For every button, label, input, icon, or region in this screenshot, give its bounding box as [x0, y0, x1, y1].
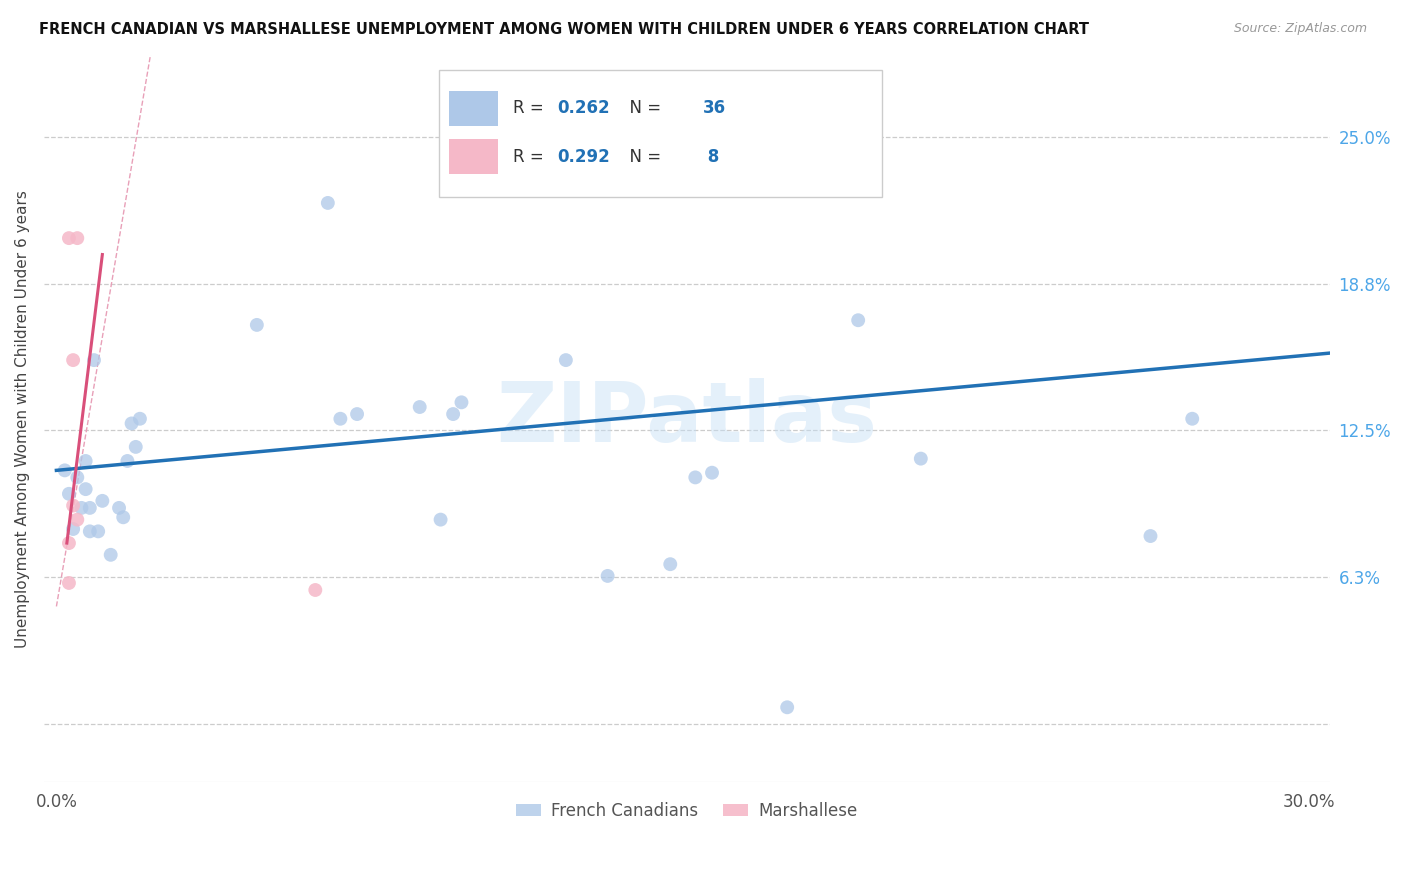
Point [713, 158, 735, 172]
Point [554, 353, 576, 368]
Text: 0.292: 0.292 [557, 148, 610, 166]
Text: ZIPatlas: ZIPatlas [496, 378, 877, 459]
Point [659, 558, 682, 572]
Point [75, 454, 97, 468]
Text: FRENCH CANADIAN VS MARSHALLESE UNEMPLOYMENT AMONG WOMEN WITH CHILDREN UNDER 6 YE: FRENCH CANADIAN VS MARSHALLESE UNEMPLOYM… [39, 22, 1090, 37]
Point [776, 700, 799, 714]
Legend: French Canadians, Marshallese: French Canadians, Marshallese [509, 795, 865, 826]
Point [87, 524, 110, 539]
Point [316, 196, 339, 211]
Point [596, 569, 619, 583]
Text: 0.262: 0.262 [557, 99, 610, 117]
Point [450, 395, 472, 409]
Bar [449, 139, 498, 175]
Point [1181, 411, 1204, 425]
Point [62, 499, 84, 513]
Point [108, 500, 131, 515]
Point [66, 470, 89, 484]
Point [121, 417, 143, 431]
Point [58, 487, 80, 501]
FancyBboxPatch shape [439, 70, 883, 197]
Point [1139, 529, 1161, 543]
Point [117, 454, 139, 468]
Point [79, 524, 101, 539]
Point [112, 510, 135, 524]
Point [79, 500, 101, 515]
Bar [449, 91, 498, 126]
Point [66, 231, 89, 245]
Point [700, 466, 723, 480]
Point [846, 313, 869, 327]
Y-axis label: Unemployment Among Women with Children Under 6 years: Unemployment Among Women with Children U… [15, 190, 30, 648]
Text: 36: 36 [703, 99, 725, 117]
Point [441, 407, 464, 421]
Text: 8: 8 [703, 148, 720, 166]
Point [304, 582, 326, 597]
Point [58, 576, 80, 591]
Point [129, 411, 152, 425]
Text: R =: R = [513, 99, 550, 117]
Point [100, 548, 122, 562]
Text: Source: ZipAtlas.com: Source: ZipAtlas.com [1233, 22, 1367, 36]
Point [91, 493, 114, 508]
Point [75, 482, 97, 496]
Text: N =: N = [619, 148, 666, 166]
Point [329, 411, 352, 425]
Point [58, 231, 80, 245]
Point [910, 451, 932, 466]
Point [62, 353, 84, 368]
Point [346, 407, 368, 421]
Point [83, 353, 105, 368]
Point [53, 463, 76, 477]
Point [70, 500, 93, 515]
Point [125, 440, 148, 454]
Point [58, 536, 80, 550]
Text: R =: R = [513, 148, 550, 166]
Point [685, 470, 707, 484]
Point [429, 513, 451, 527]
Point [409, 400, 432, 414]
Point [66, 513, 89, 527]
Point [246, 318, 269, 332]
Point [62, 522, 84, 536]
Text: N =: N = [619, 99, 666, 117]
